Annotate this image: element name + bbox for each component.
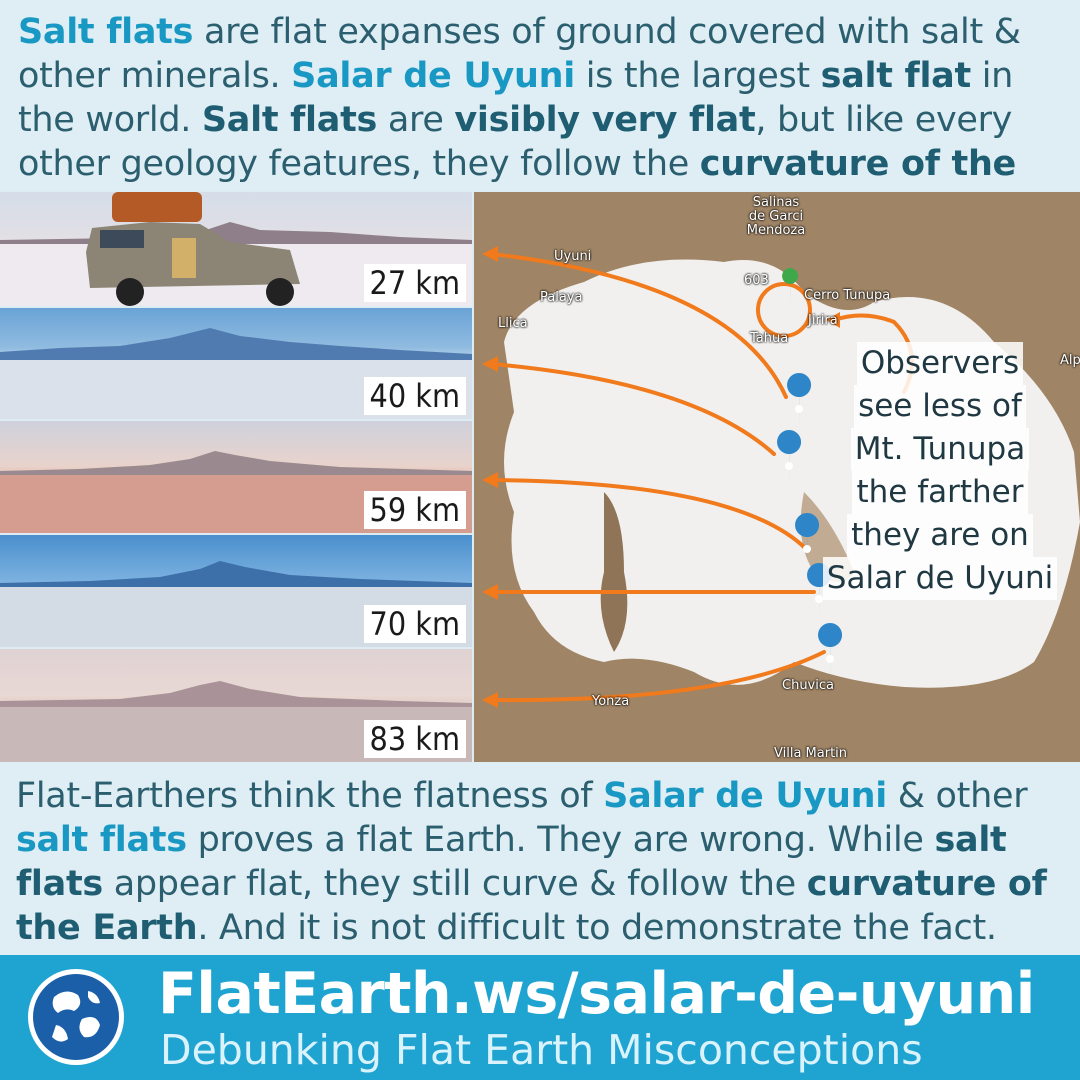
- place-label-chuvica: Chuvica: [782, 678, 834, 693]
- site-url[interactable]: FlatEarth.ws/salar-de-uyuni: [158, 961, 1035, 1027]
- horizon-photo-70km: 70 km: [0, 535, 472, 647]
- distance-label: 27 km: [363, 264, 466, 302]
- intro-salt-flats-term: Salt flats: [18, 12, 194, 52]
- distance-label: 40 km: [363, 377, 466, 415]
- intro-salar-term: Salar de Uyuni: [291, 56, 575, 96]
- distance-label: 59 km: [363, 491, 466, 529]
- place-label-tahua: Tahua: [750, 331, 789, 346]
- place-label-yonza: Yonza: [592, 694, 630, 709]
- place-label-alp: Alp: [1060, 353, 1080, 368]
- intro-paragraph: Salt flats are flat expanses of ground c…: [0, 0, 1080, 228]
- horizon-photo-strip: 27 km 40 km 59 km 70 km: [0, 192, 472, 762]
- place-label-jirira: Jirira: [808, 313, 838, 328]
- distance-label: 70 km: [363, 605, 466, 643]
- place-label-road: 603: [744, 273, 769, 288]
- car-on-salt-flat-image: [0, 192, 472, 306]
- place-label-palaya: Palaya: [540, 290, 583, 305]
- place-label-villa-martin: Villa Martin: [774, 746, 848, 761]
- horizon-photo-83km: 83 km: [0, 649, 472, 762]
- observer-annotation: Observers see less of Mt. Tunupa the far…: [804, 342, 1076, 600]
- place-label-llica: Llica: [498, 316, 528, 331]
- satellite-map: Salinas de Garci Mendoza Uyuni Palaya Ll…: [474, 192, 1080, 762]
- conclusion-paragraph: Flat-Earthers think the flatness of Sala…: [0, 762, 1080, 955]
- horizon-photo-40km: 40 km: [0, 308, 472, 419]
- horizon-photo-59km: 59 km: [0, 421, 472, 533]
- place-label-cerro-tunupa: Cerro Tunupa: [804, 288, 891, 303]
- globe-icon: [28, 969, 124, 1065]
- site-tagline: Debunking Flat Earth Misconceptions: [160, 1026, 923, 1074]
- place-label-salinas: Salinas de Garci Mendoza: [746, 195, 806, 238]
- place-label-uyuni: Uyuni: [554, 249, 592, 264]
- horizon-photo-27km: 27 km: [0, 192, 472, 306]
- footer-banner: FlatEarth.ws/salar-de-uyuni Debunking Fl…: [0, 955, 1080, 1080]
- distance-label: 83 km: [363, 720, 466, 758]
